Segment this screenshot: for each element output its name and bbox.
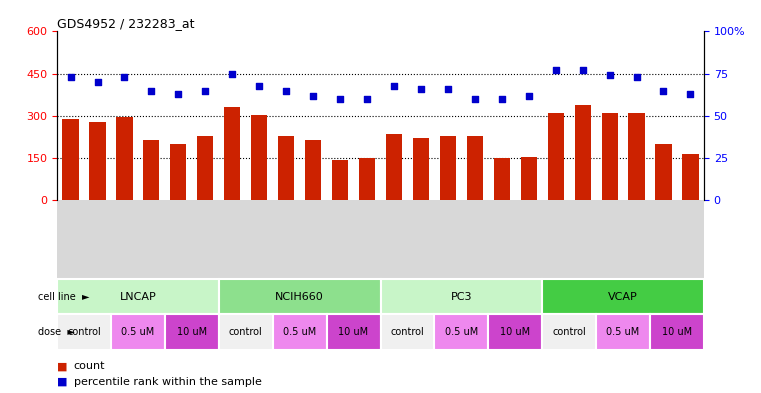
Bar bbox=[332, 160, 348, 200]
Bar bbox=[629, 113, 645, 200]
Point bbox=[442, 86, 454, 92]
Point bbox=[549, 67, 562, 73]
Bar bbox=[380, 314, 435, 350]
Text: 0.5 uM: 0.5 uM bbox=[121, 327, 154, 337]
Bar bbox=[197, 136, 213, 200]
Point bbox=[65, 74, 77, 80]
Text: percentile rank within the sample: percentile rank within the sample bbox=[74, 377, 262, 387]
Text: count: count bbox=[74, 362, 105, 371]
Point bbox=[145, 87, 158, 94]
Bar bbox=[272, 314, 326, 350]
Point bbox=[603, 72, 616, 79]
Bar bbox=[111, 314, 165, 350]
Point bbox=[523, 92, 535, 99]
Bar bbox=[90, 121, 106, 200]
Bar bbox=[650, 314, 704, 350]
Point bbox=[199, 87, 212, 94]
Text: 10 uM: 10 uM bbox=[177, 327, 207, 337]
Bar bbox=[224, 107, 240, 200]
Text: ■: ■ bbox=[57, 377, 68, 387]
Bar bbox=[165, 314, 219, 350]
Point bbox=[226, 70, 238, 77]
Point bbox=[119, 74, 131, 80]
Bar bbox=[466, 136, 483, 200]
Text: VCAP: VCAP bbox=[608, 292, 638, 302]
Bar bbox=[116, 118, 132, 200]
Point bbox=[307, 92, 319, 99]
Bar bbox=[494, 158, 510, 200]
Bar bbox=[219, 314, 272, 350]
Bar bbox=[305, 140, 321, 200]
Point bbox=[577, 67, 589, 73]
Bar bbox=[543, 279, 704, 314]
Text: NCIH660: NCIH660 bbox=[275, 292, 324, 302]
Point bbox=[280, 87, 292, 94]
Point bbox=[684, 91, 696, 97]
Bar bbox=[575, 105, 591, 200]
Point bbox=[415, 86, 427, 92]
Text: 0.5 uM: 0.5 uM bbox=[444, 327, 478, 337]
Text: GDS4952 / 232283_at: GDS4952 / 232283_at bbox=[57, 17, 195, 30]
Point bbox=[334, 96, 346, 102]
Bar bbox=[601, 113, 618, 200]
Point bbox=[469, 96, 481, 102]
Bar bbox=[57, 314, 111, 350]
Text: control: control bbox=[552, 327, 586, 337]
Text: dose  ►: dose ► bbox=[38, 327, 75, 337]
Bar bbox=[386, 134, 402, 200]
Point bbox=[495, 96, 508, 102]
Text: 10 uM: 10 uM bbox=[662, 327, 692, 337]
Bar bbox=[548, 113, 564, 200]
Bar bbox=[326, 314, 380, 350]
Point bbox=[91, 79, 103, 85]
Text: LNCAP: LNCAP bbox=[119, 292, 156, 302]
Bar bbox=[435, 314, 489, 350]
Bar bbox=[251, 114, 267, 200]
Text: 0.5 uM: 0.5 uM bbox=[283, 327, 317, 337]
Bar bbox=[62, 119, 78, 200]
Text: 10 uM: 10 uM bbox=[339, 327, 368, 337]
Bar bbox=[219, 279, 380, 314]
Bar bbox=[57, 279, 219, 314]
Text: 10 uM: 10 uM bbox=[500, 327, 530, 337]
Point bbox=[658, 87, 670, 94]
Bar bbox=[412, 138, 429, 200]
Bar bbox=[596, 314, 650, 350]
Text: PC3: PC3 bbox=[451, 292, 472, 302]
Text: cell line  ►: cell line ► bbox=[38, 292, 90, 302]
Text: control: control bbox=[390, 327, 425, 337]
Bar bbox=[359, 158, 375, 200]
Bar bbox=[380, 279, 542, 314]
Bar bbox=[683, 154, 699, 200]
Bar bbox=[170, 144, 186, 200]
Bar bbox=[655, 144, 672, 200]
Text: ■: ■ bbox=[57, 362, 68, 371]
Bar bbox=[278, 136, 295, 200]
Point bbox=[388, 83, 400, 89]
Text: 0.5 uM: 0.5 uM bbox=[607, 327, 640, 337]
Bar bbox=[521, 157, 537, 200]
Bar bbox=[543, 314, 596, 350]
Point bbox=[361, 96, 373, 102]
Point bbox=[172, 91, 184, 97]
Text: control: control bbox=[67, 327, 101, 337]
Bar bbox=[489, 314, 542, 350]
Point bbox=[253, 83, 266, 89]
Point bbox=[630, 74, 642, 80]
Text: control: control bbox=[229, 327, 263, 337]
Bar bbox=[440, 136, 456, 200]
Bar bbox=[143, 140, 160, 200]
